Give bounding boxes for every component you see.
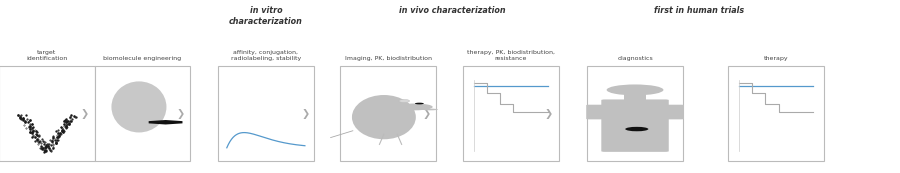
Bar xyxy=(218,66,314,161)
Text: first in human trials: first in human trials xyxy=(654,7,744,16)
Circle shape xyxy=(626,127,648,131)
Ellipse shape xyxy=(399,99,410,102)
Text: affinity, conjugation,
radiolabeling, stability: affinity, conjugation, radiolabeling, st… xyxy=(230,50,301,61)
FancyBboxPatch shape xyxy=(586,105,684,119)
FancyBboxPatch shape xyxy=(601,99,669,152)
Polygon shape xyxy=(148,120,183,125)
Text: diagnostics: diagnostics xyxy=(617,56,652,61)
Bar xyxy=(340,66,436,161)
Ellipse shape xyxy=(352,95,416,139)
Bar xyxy=(728,66,824,161)
Circle shape xyxy=(415,103,424,104)
Bar xyxy=(0,66,94,161)
Bar xyxy=(625,88,645,103)
Text: ❯: ❯ xyxy=(176,109,184,119)
Text: biomolecule engineering: biomolecule engineering xyxy=(104,56,182,61)
Circle shape xyxy=(607,84,663,95)
Bar xyxy=(463,66,559,161)
Bar xyxy=(94,66,191,161)
Text: therapy, PK, biodistribution,
resistance: therapy, PK, biodistribution, resistance xyxy=(467,50,554,61)
Text: ❯: ❯ xyxy=(544,109,553,119)
Circle shape xyxy=(397,103,433,110)
Bar xyxy=(587,66,683,161)
Text: ❯: ❯ xyxy=(81,109,89,119)
Text: Imaging, PK, biodistribution: Imaging, PK, biodistribution xyxy=(345,56,432,61)
Text: in vivo characterization: in vivo characterization xyxy=(399,7,506,16)
Text: therapy: therapy xyxy=(764,56,788,61)
Text: in vitro
characterization: in vitro characterization xyxy=(229,7,302,26)
Text: target
identification: target identification xyxy=(26,50,68,61)
Text: ❯: ❯ xyxy=(422,109,430,119)
Text: ❯: ❯ xyxy=(302,109,310,119)
Ellipse shape xyxy=(422,109,438,110)
Text: ❯: ❯ xyxy=(669,109,678,119)
Ellipse shape xyxy=(112,81,166,133)
